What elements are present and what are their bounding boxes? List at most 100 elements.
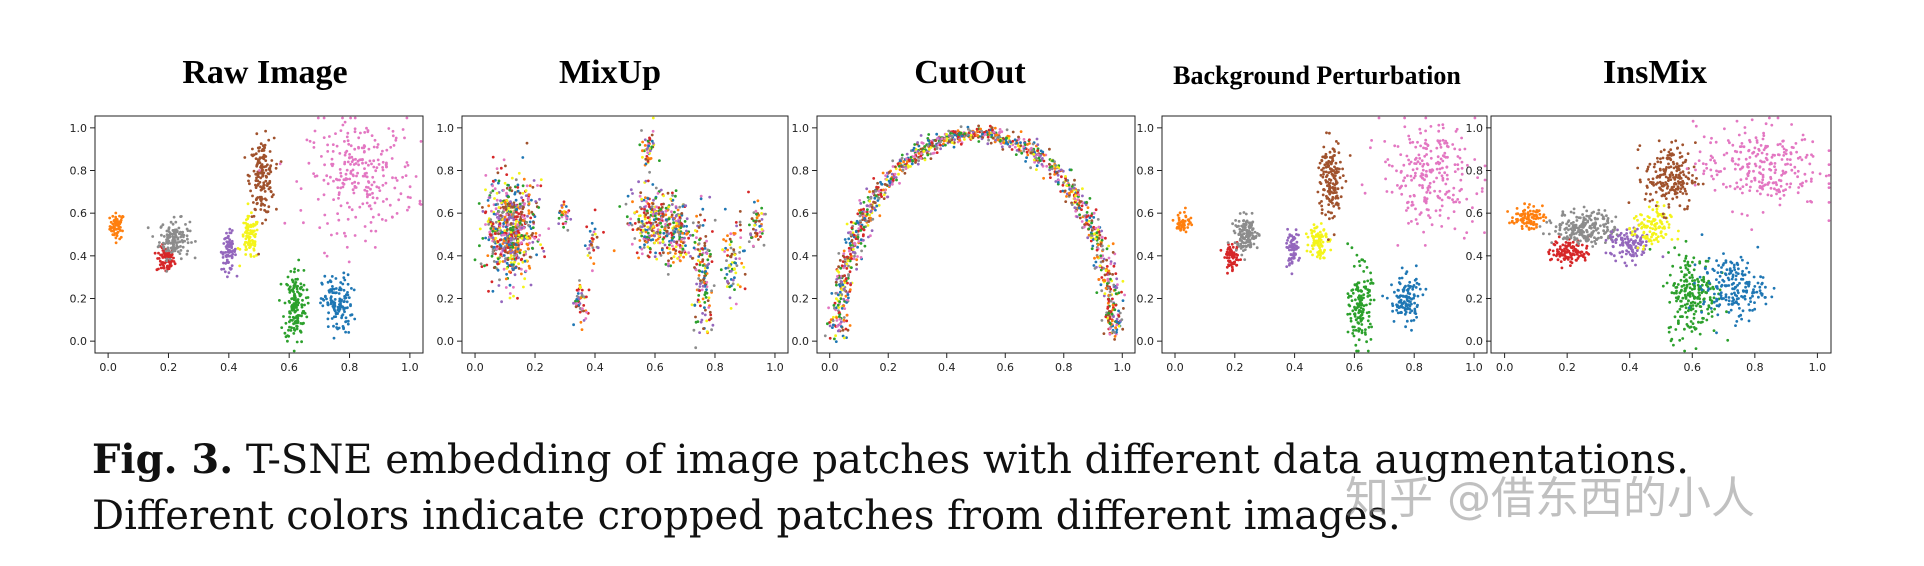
data-point — [294, 302, 297, 305]
data-point — [1330, 167, 1333, 171]
y-tick-label: 0.8 — [792, 165, 810, 178]
data-point — [305, 288, 309, 292]
data-point — [927, 133, 931, 136]
data-point — [658, 159, 661, 163]
panel-title-mixup: MixUp — [559, 54, 661, 91]
data-point — [693, 240, 697, 244]
data-point — [1355, 318, 1358, 321]
data-point — [1290, 256, 1294, 260]
data-point — [1067, 183, 1071, 187]
data-point — [667, 259, 670, 263]
data-point — [1480, 190, 1484, 193]
data-point — [257, 160, 260, 163]
data-point — [1413, 307, 1417, 311]
data-point — [1294, 253, 1297, 256]
data-point — [1346, 292, 1350, 295]
data-point — [858, 219, 862, 223]
data-point — [225, 255, 228, 259]
data-point — [1393, 290, 1396, 294]
data-point — [185, 252, 189, 256]
data-point — [344, 172, 348, 176]
data-point — [219, 250, 223, 254]
data-point — [1028, 138, 1031, 142]
data-point — [1411, 287, 1415, 291]
data-point — [849, 233, 853, 237]
data-point — [870, 205, 874, 209]
data-point — [883, 183, 887, 186]
data-point — [1401, 306, 1404, 309]
data-point — [1042, 176, 1045, 180]
data-point — [891, 182, 894, 186]
data-point — [1436, 194, 1440, 198]
data-point — [1323, 163, 1327, 167]
data-point — [320, 281, 324, 285]
data-point — [527, 193, 531, 197]
data-point — [582, 304, 586, 307]
data-point — [1106, 301, 1110, 305]
data-point — [919, 147, 923, 151]
data-point — [1073, 178, 1076, 182]
data-point — [697, 242, 701, 246]
data-point — [1111, 297, 1114, 301]
data-point — [341, 116, 344, 120]
data-point — [662, 194, 665, 198]
data-point — [738, 210, 742, 213]
data-point — [487, 204, 491, 208]
data-point — [539, 243, 542, 247]
data-point — [1427, 214, 1430, 217]
data-point — [651, 221, 655, 225]
data-point — [342, 288, 346, 292]
data-point — [1331, 216, 1335, 220]
data-point — [312, 146, 316, 149]
data-point — [306, 296, 310, 299]
data-point — [340, 298, 343, 302]
data-point — [1048, 162, 1051, 166]
data-point — [913, 143, 917, 146]
data-point — [1397, 289, 1400, 292]
data-point — [1312, 236, 1315, 240]
data-point — [499, 253, 503, 256]
data-point — [272, 136, 276, 140]
data-point — [516, 186, 520, 189]
data-point — [1239, 242, 1243, 246]
data-point — [118, 228, 122, 232]
data-point — [840, 264, 844, 268]
data-point — [275, 207, 278, 211]
data-point — [259, 198, 262, 201]
data-point — [484, 236, 487, 240]
data-point — [512, 294, 515, 298]
data-point — [1048, 172, 1052, 176]
data-point — [186, 241, 190, 245]
data-point — [252, 222, 255, 226]
data-point — [1405, 270, 1409, 274]
data-point — [337, 218, 341, 222]
data-point — [178, 240, 182, 244]
data-point — [505, 267, 509, 270]
data-point — [1360, 302, 1363, 305]
data-point — [161, 241, 165, 245]
data-point — [618, 205, 622, 208]
data-point — [286, 283, 289, 287]
data-point — [667, 264, 670, 268]
data-point — [172, 260, 176, 263]
data-point — [733, 288, 736, 291]
data-point — [323, 251, 326, 255]
data-point — [1072, 186, 1076, 190]
data-point — [673, 210, 676, 214]
data-point — [1024, 160, 1027, 163]
data-point — [333, 298, 337, 301]
data-point — [729, 269, 733, 273]
data-point — [369, 229, 373, 233]
data-point — [731, 282, 735, 286]
data-point — [253, 229, 256, 233]
data-point — [167, 252, 171, 256]
data-point — [353, 317, 357, 321]
data-point — [1324, 179, 1328, 182]
data-point — [1320, 168, 1323, 172]
data-point — [652, 198, 655, 202]
data-point — [227, 271, 231, 275]
data-point — [348, 205, 351, 209]
data-point — [1351, 309, 1355, 313]
data-point — [160, 261, 164, 264]
data-point — [182, 233, 186, 237]
